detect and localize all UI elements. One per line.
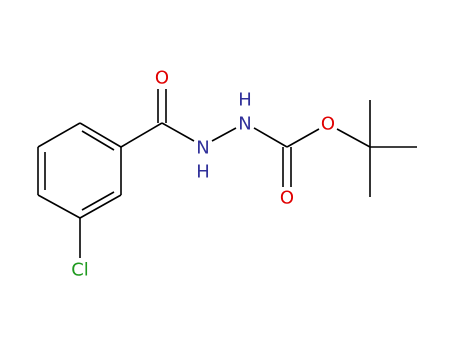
atom-label: N [238,114,251,135]
atom-label: O [280,188,294,209]
bonds [37,89,417,258]
atom-label: N [196,138,209,159]
atom-label: H [196,162,210,183]
atom-label: Cl [71,260,89,281]
atom-label: O [155,68,169,89]
atom-label: H [238,90,252,111]
atom-label: O [321,114,335,135]
